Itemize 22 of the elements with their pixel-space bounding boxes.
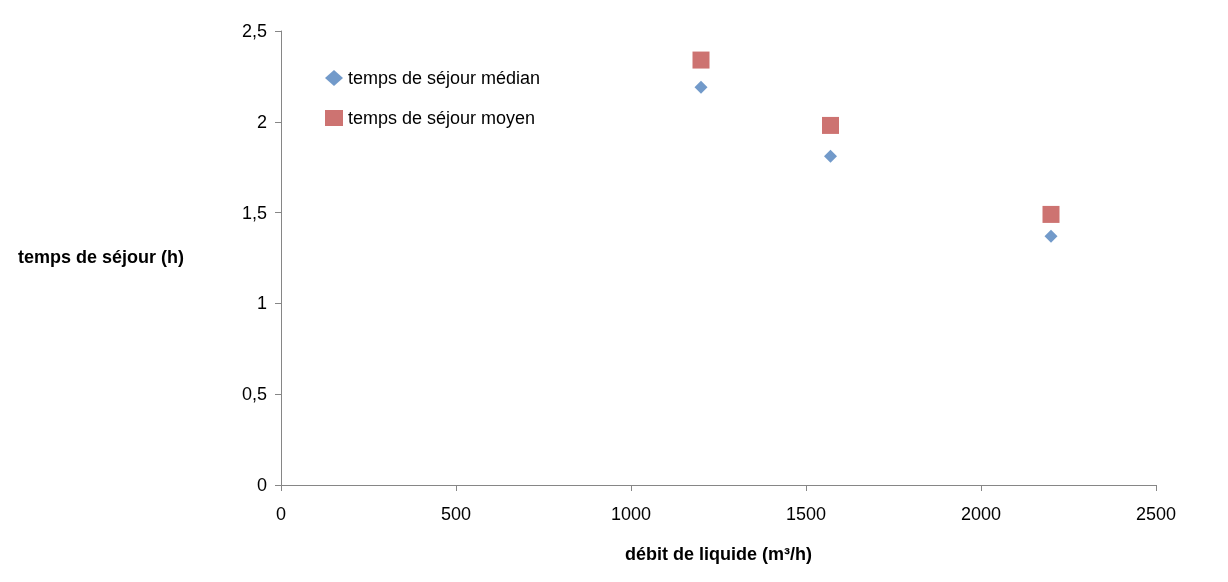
point (824, 149, 837, 163)
legend-label: temps de séjour moyen (348, 108, 536, 128)
point (694, 80, 708, 94)
x-tick-label: 2000 (960, 504, 1002, 524)
y-tick-label: 1,5 (241, 202, 267, 223)
x-tick-label: 2500 (1135, 504, 1177, 524)
point (1044, 229, 1058, 243)
y-axis-title: temps de séjour (h) (18, 247, 185, 267)
legend-label: temps de séjour médian (348, 68, 541, 88)
y-tick-label: 2,5 (241, 21, 267, 41)
point (1042, 205, 1060, 223)
x-axis-title: débit de liquide (m³/h) (625, 544, 812, 564)
x-tick-label: 500 (440, 504, 472, 524)
y-tick-label: 0,5 (241, 384, 267, 405)
x-tick-label: 1000 (610, 504, 652, 524)
point (692, 51, 710, 69)
point (822, 116, 839, 134)
x-tick-label: 0 (275, 504, 287, 524)
x-tick-label: 1500 (785, 504, 827, 524)
y-tick-label: 2 (256, 111, 267, 132)
y-tick-label: 1 (256, 293, 267, 314)
y-tick-label: 0 (256, 475, 267, 495)
